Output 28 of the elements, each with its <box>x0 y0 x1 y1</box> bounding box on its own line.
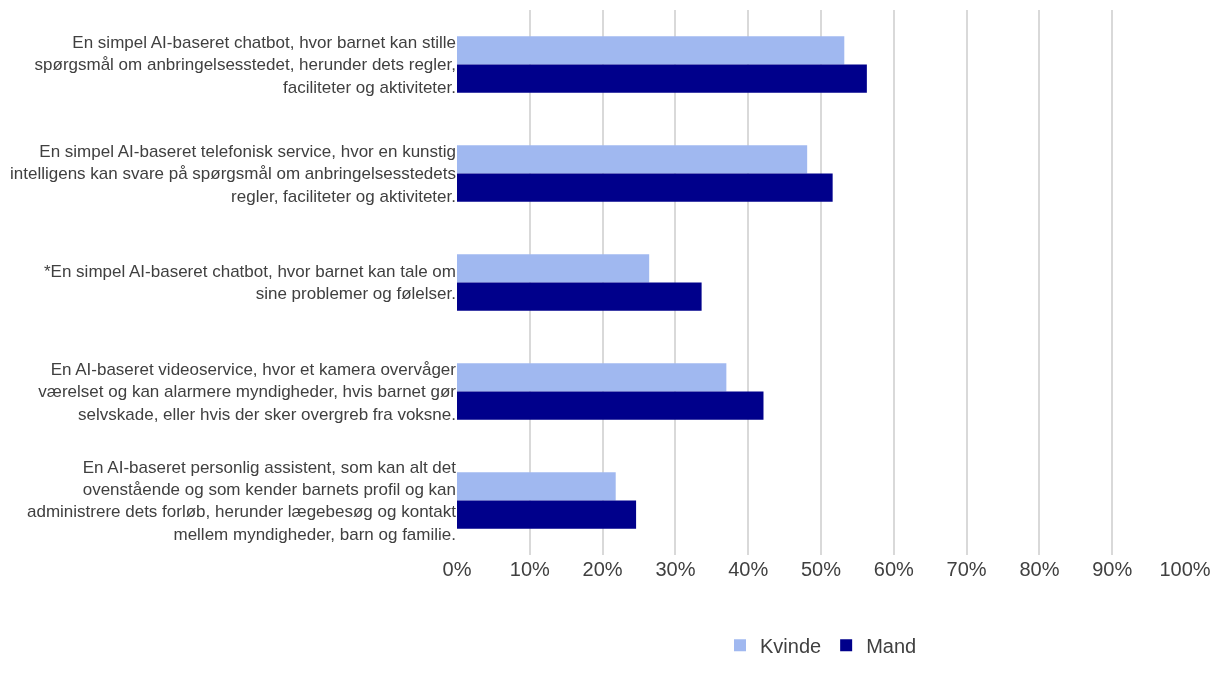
x-tick-label: 90% <box>1092 558 1133 580</box>
bar <box>457 391 764 420</box>
legend-label: Mand <box>866 635 917 658</box>
y-tick-label: En AI-baseret videoservice, hvor et kamera overvåger værelset og kan alarmere myndigheder, hvis barnet gør selvskade, eller hvis der sker overgreb fra voksne. <box>38 360 457 424</box>
bar <box>457 363 727 392</box>
bar <box>457 254 650 283</box>
y-tick-label: *En simpel AI-baseret chatbot, hvor barnet kan tale om sine problemer og følelser. <box>43 262 456 304</box>
x-tick-label: 70% <box>946 558 987 580</box>
y-tick-label: En simpel AI-baseret chatbot, hvor barnet kan stille spørgsmål om anbringelsesstedet, herunder dets regler, faciliteter og aktiviteter. <box>34 33 456 97</box>
x-tick-label: 0% <box>442 558 472 580</box>
bar <box>457 64 867 93</box>
bar <box>457 36 845 65</box>
x-tick-label: 50% <box>800 558 842 580</box>
bar <box>457 145 808 174</box>
y-tick-label: En simpel AI-baseret telefonisk service, hvor en kunstig intelligens kan svare på spørgsmål om anbringelsesstedets regler, faciliteter og aktiviteter. <box>9 142 456 206</box>
x-tick-label: 40% <box>728 558 769 580</box>
bar <box>457 173 833 202</box>
x-tick-label: 80% <box>1019 558 1060 580</box>
x-tick-label: 100% <box>1159 558 1211 580</box>
x-tick-label: 10% <box>509 558 551 580</box>
bar <box>457 282 702 311</box>
x-tick-label: 20% <box>582 558 623 580</box>
legend-label: Kvinde <box>760 635 822 658</box>
y-tick-label: En AI-baseret personlig assistent, som kan alt det ovenstående og som kender barnets profil og kan administrere dets forløb, herunder lægebesøg og kontakt mellem myndigheder, barn og familie. <box>26 458 457 544</box>
bar <box>457 472 616 501</box>
x-tick-label: 60% <box>873 558 915 580</box>
bar <box>457 500 637 529</box>
x-tick-label: 30% <box>655 558 696 580</box>
